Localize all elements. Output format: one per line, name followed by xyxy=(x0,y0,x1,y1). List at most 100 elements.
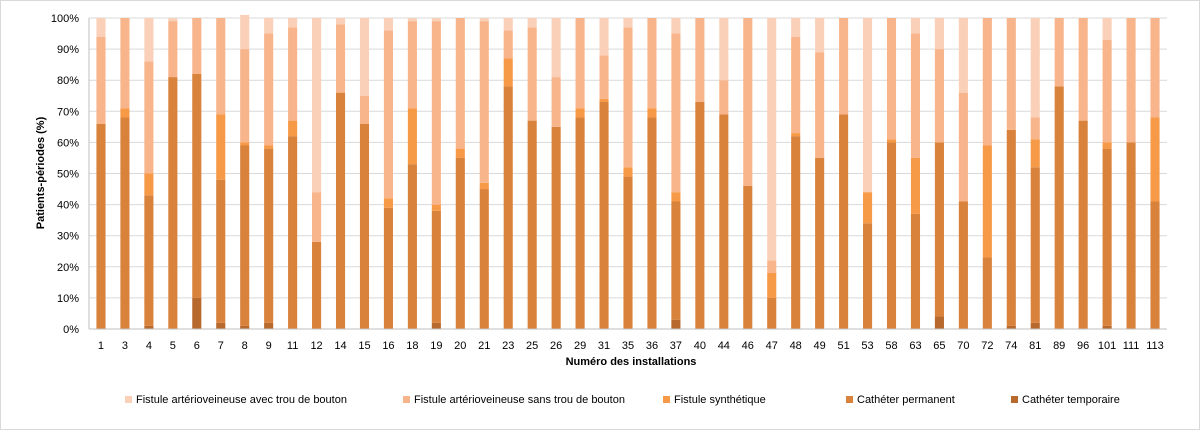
bar-segment xyxy=(383,18,393,31)
bar-segment xyxy=(982,18,992,146)
legend-swatch xyxy=(663,396,670,403)
bar-segment xyxy=(1006,325,1016,329)
x-axis-label: Numéro des installations xyxy=(566,356,697,368)
bar-segment xyxy=(407,164,417,329)
bar-segment xyxy=(120,117,130,330)
x-tick-label: 12 xyxy=(310,340,322,352)
y-tick-label: 80% xyxy=(57,75,79,87)
bar-segment xyxy=(910,33,921,158)
bar-segment xyxy=(719,114,729,329)
bar-segment xyxy=(719,80,729,115)
bar-segment xyxy=(240,145,250,326)
x-tick-label: 5 xyxy=(170,340,176,352)
x-tick-label: 8 xyxy=(242,340,248,352)
bar-segment xyxy=(1126,18,1136,143)
x-tick-label: 14 xyxy=(334,340,346,352)
bar-segment xyxy=(240,49,250,143)
bar-segment xyxy=(455,148,465,158)
bar-segment xyxy=(96,18,106,37)
bar-segment xyxy=(719,18,729,81)
bar-segment xyxy=(1054,18,1064,87)
x-tick-label: 74 xyxy=(1005,340,1017,352)
x-tick-label: 48 xyxy=(790,340,802,352)
bar-segment xyxy=(407,108,417,165)
bar-segment xyxy=(383,207,393,329)
bar-segment xyxy=(767,273,777,298)
bar-segment xyxy=(599,55,609,99)
bar-segment xyxy=(431,21,441,205)
bar-segment xyxy=(839,18,849,115)
bar-segment xyxy=(910,157,921,214)
bar-segment xyxy=(1078,18,1088,121)
bar-segment xyxy=(312,241,322,329)
bar-segment xyxy=(1030,322,1040,329)
bar-segment xyxy=(551,126,561,329)
bar-segment xyxy=(623,167,633,177)
bar-segment xyxy=(264,18,274,34)
bar-segment xyxy=(982,145,992,258)
bar-segment xyxy=(359,95,370,124)
bar-segment xyxy=(383,198,393,208)
y-tick-label: 70% xyxy=(57,106,79,118)
bar-segment xyxy=(335,18,346,25)
bar-segment xyxy=(335,92,346,329)
bar-segment xyxy=(312,192,322,242)
x-tick-label: 65 xyxy=(933,340,945,352)
x-tick-label: 47 xyxy=(766,340,778,352)
bar-segment xyxy=(934,316,944,329)
bar-segment xyxy=(1102,148,1112,326)
y-tick-label: 100% xyxy=(51,13,79,25)
x-tick-label: 40 xyxy=(694,340,706,352)
bar-segment xyxy=(934,49,944,143)
y-tick-label: 30% xyxy=(57,231,79,243)
bar-segment xyxy=(144,195,154,326)
bar-segment xyxy=(455,18,465,149)
bar-segment xyxy=(1102,142,1112,149)
bar-segment xyxy=(479,21,489,183)
bar-segment xyxy=(431,18,441,22)
bar-segment xyxy=(910,213,921,329)
y-tick-label: 50% xyxy=(57,169,79,181)
bar-segment xyxy=(958,18,968,93)
y-tick-label: 10% xyxy=(57,293,79,305)
bar-segment xyxy=(671,192,681,202)
bar-segment xyxy=(288,18,298,28)
bar-segment xyxy=(479,18,489,22)
bar-segment xyxy=(934,142,944,317)
x-tick-label: 89 xyxy=(1053,340,1065,352)
legend-label: Cathéter permanent xyxy=(857,394,955,406)
bar-segment xyxy=(503,18,513,31)
bar-segment xyxy=(168,77,178,329)
bar-segment xyxy=(479,182,489,190)
bar-segment xyxy=(240,142,250,146)
bar-segment xyxy=(96,123,106,330)
legend-label: Fistule synthétique xyxy=(674,394,766,406)
x-tick-label: 44 xyxy=(718,340,730,352)
bar-segment xyxy=(407,21,417,109)
bar-segment xyxy=(264,322,274,329)
legend-swatch xyxy=(1011,396,1018,403)
bar-segment xyxy=(527,27,537,121)
bar-segment xyxy=(695,18,705,102)
bar-segment xyxy=(695,101,705,329)
bar-segment xyxy=(743,18,753,186)
bar-segment xyxy=(144,18,154,62)
bar-segment xyxy=(886,139,897,143)
bar-segment xyxy=(671,18,681,34)
x-tick-label: 53 xyxy=(861,340,873,352)
x-tick-labels: 1 3 4 5 6 7 8 9 11 12 14 15 16 18 19 20 21 23 25 26 29 31 35 36… xyxy=(98,340,1164,352)
x-tick-label: 18 xyxy=(406,340,418,352)
bar-segment xyxy=(1030,18,1040,118)
x-tick-label: 29 xyxy=(574,340,586,352)
x-tick-label: 35 xyxy=(622,340,634,352)
bar-segment xyxy=(144,325,154,329)
legend: Fistule artérioveineuse avec trou de bou… xyxy=(125,394,1120,406)
bar-segment xyxy=(647,108,657,118)
bar-segment xyxy=(192,73,202,298)
legend-label: Fistule artérioveineuse sans trou de bou… xyxy=(414,394,625,406)
bar-segment xyxy=(288,27,298,121)
legend-swatch xyxy=(125,396,132,403)
x-tick-label: 20 xyxy=(454,340,466,352)
y-tick-labels: 0% 10% 20% 30% 40% 50% 60% 70% 80% 90% 100% xyxy=(51,13,79,336)
